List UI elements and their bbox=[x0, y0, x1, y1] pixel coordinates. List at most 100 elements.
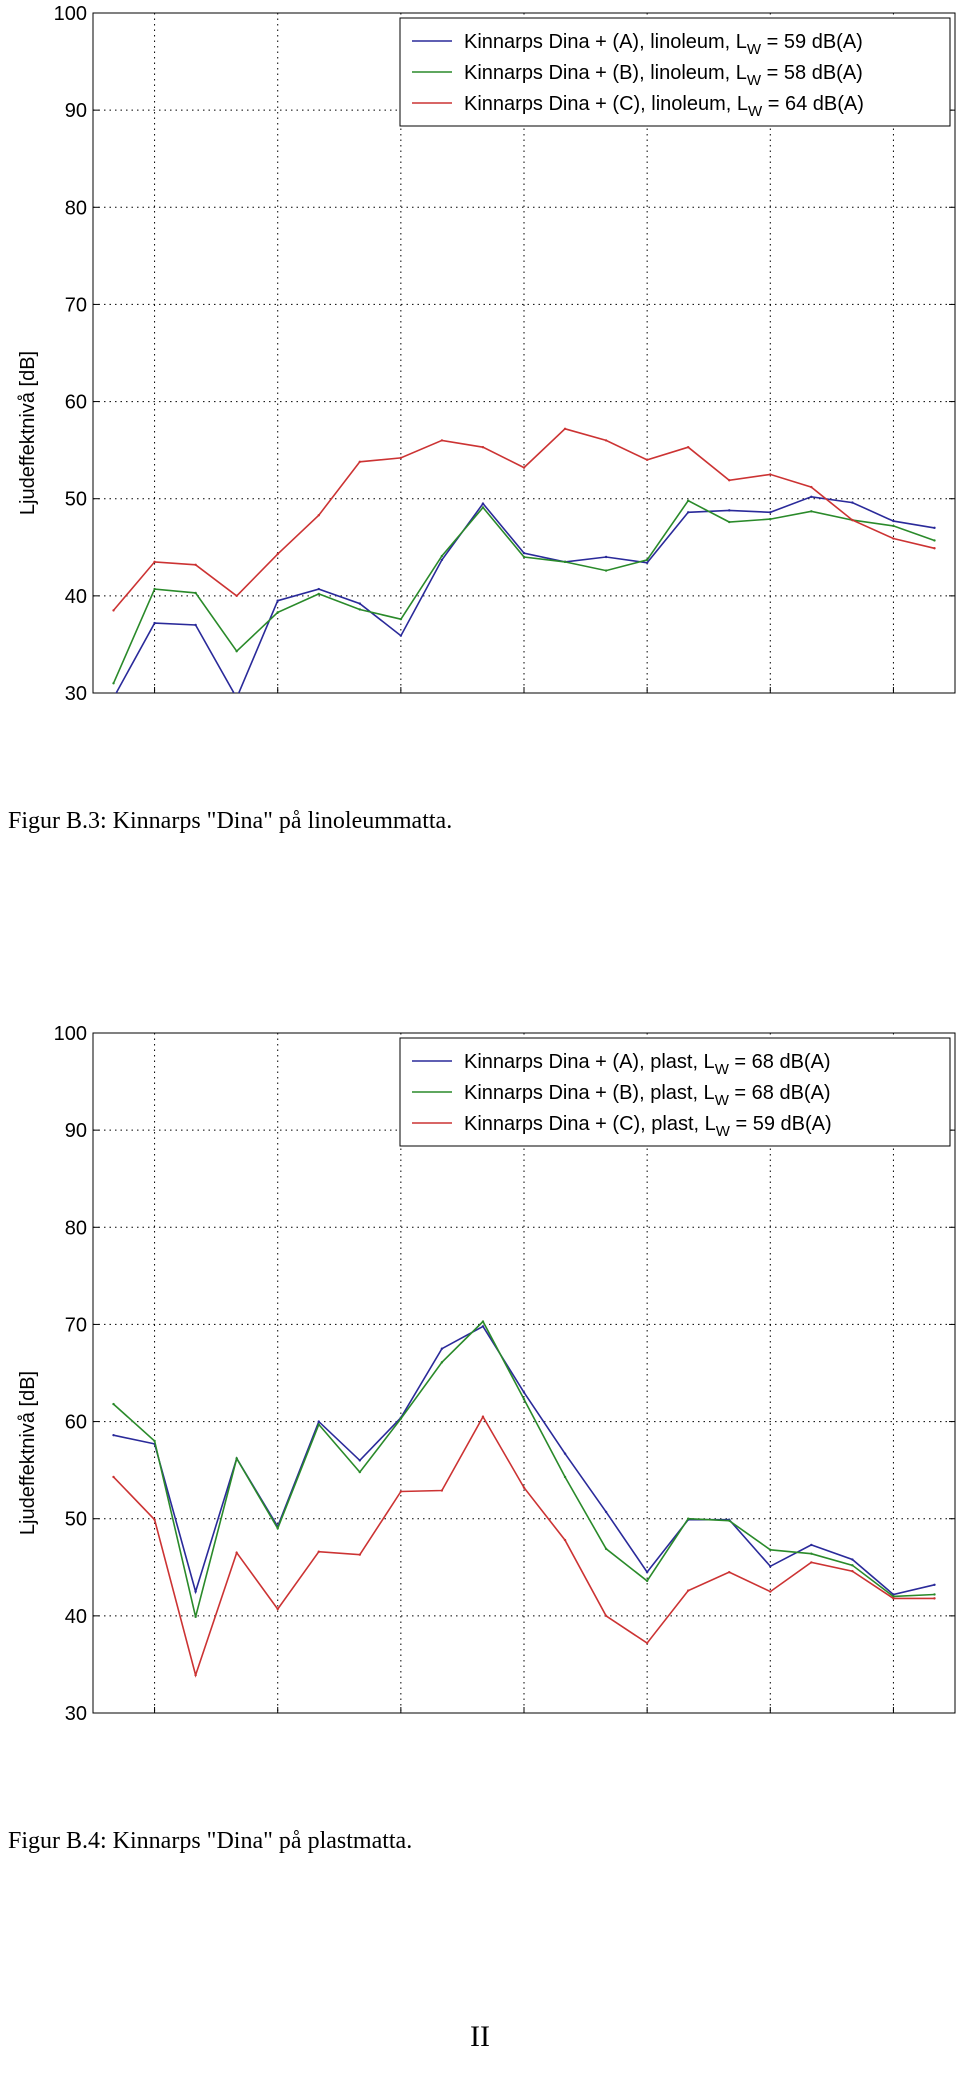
data-point-B bbox=[892, 524, 895, 528]
data-point-B bbox=[851, 1564, 854, 1567]
data-point-C bbox=[194, 1673, 197, 1677]
legend-entry-A: Kinnarps Dina + (A), plast, LW = 68 dB(A… bbox=[464, 1051, 831, 1078]
data-point-A bbox=[276, 599, 279, 602]
data-point-B bbox=[358, 608, 362, 611]
data-point-A bbox=[851, 1558, 854, 1561]
legend-entry-B: Kinnarps Dina + (B), plast, LW = 68 dB(A… bbox=[464, 1082, 831, 1109]
data-point-A bbox=[358, 602, 362, 605]
data-point-C bbox=[728, 479, 731, 482]
data-point-B bbox=[728, 1519, 731, 1522]
data-point-A bbox=[933, 526, 936, 530]
data-point-A bbox=[810, 495, 813, 498]
y-tick-label: 90 bbox=[65, 1120, 87, 1142]
data-point-C bbox=[317, 1550, 320, 1553]
data-point-C bbox=[933, 1597, 936, 1600]
data-point-B bbox=[194, 591, 197, 595]
legend-entry-A: Kinnarps Dina + (A), linoleum, LW = 59 d… bbox=[464, 31, 863, 58]
data-point-C bbox=[851, 518, 854, 522]
data-point-B bbox=[112, 682, 115, 685]
data-point-B bbox=[810, 1552, 813, 1555]
y-axis-label: Ljudeffektnivå [dB] bbox=[17, 1371, 39, 1535]
data-point-C bbox=[810, 1561, 813, 1564]
data-point-C bbox=[810, 485, 813, 489]
data-point-C bbox=[686, 1589, 690, 1592]
data-point-B bbox=[933, 539, 936, 542]
data-point-B bbox=[235, 1457, 238, 1460]
data-point-C bbox=[153, 1518, 156, 1521]
data-point-C bbox=[194, 563, 197, 566]
data-point-B bbox=[645, 1579, 649, 1583]
data-point-C bbox=[933, 547, 936, 550]
data-point-A bbox=[769, 1565, 772, 1568]
data-point-A bbox=[194, 623, 197, 627]
data-point-C bbox=[153, 560, 156, 564]
data-point-C bbox=[276, 552, 279, 556]
data-point-A bbox=[604, 555, 608, 559]
data-point-C bbox=[522, 1486, 526, 1489]
data-point-B bbox=[112, 1402, 115, 1406]
data-point-A bbox=[317, 587, 320, 591]
data-point-B bbox=[645, 558, 649, 562]
data-point-A bbox=[563, 1452, 567, 1455]
data-point-A bbox=[604, 1510, 608, 1514]
y-tick-label: 30 bbox=[65, 683, 87, 700]
chart-svg: 30405060708090100631252505001k2k4kFrekve… bbox=[17, 3, 956, 700]
legend-entry-C: Kinnarps Dina + (C), plast, LW = 59 dB(A… bbox=[464, 1113, 832, 1140]
data-point-C bbox=[235, 1551, 238, 1554]
y-tick-label: 80 bbox=[65, 197, 87, 219]
legend-entry-C: Kinnarps Dina + (C), linoleum, LW = 64 d… bbox=[464, 93, 864, 120]
data-point-C bbox=[604, 1614, 608, 1618]
data-point-B bbox=[440, 554, 444, 558]
data-point-C bbox=[522, 466, 526, 469]
data-point-A bbox=[440, 558, 444, 562]
data-point-B bbox=[769, 1548, 772, 1551]
data-point-C bbox=[769, 473, 772, 476]
chart-linoleum: 30405060708090100631252505001k2k4kFrekve… bbox=[0, 0, 960, 700]
y-tick-label: 50 bbox=[65, 489, 87, 511]
data-point-B bbox=[276, 1527, 279, 1530]
y-tick-label: 70 bbox=[65, 294, 87, 316]
data-point-A bbox=[728, 509, 731, 512]
y-tick-label: 100 bbox=[54, 3, 87, 25]
y-tick-label: 30 bbox=[65, 1703, 87, 1720]
data-point-B bbox=[317, 592, 320, 596]
data-point-C bbox=[892, 537, 895, 540]
data-point-A bbox=[481, 502, 485, 505]
data-point-C bbox=[728, 1570, 731, 1574]
data-point-B bbox=[276, 611, 279, 614]
data-point-C bbox=[399, 456, 403, 460]
y-tick-label: 40 bbox=[65, 1606, 87, 1628]
data-point-C bbox=[112, 609, 115, 612]
data-point-A bbox=[194, 1590, 197, 1593]
page-number: II bbox=[470, 2020, 490, 2053]
y-tick-label: 100 bbox=[54, 1023, 87, 1045]
data-point-B bbox=[604, 1547, 608, 1551]
data-point-B bbox=[358, 1470, 362, 1474]
data-point-B bbox=[481, 506, 485, 509]
data-point-A bbox=[399, 634, 403, 637]
data-point-C bbox=[563, 427, 567, 430]
legend-entry-B: Kinnarps Dina + (B), linoleum, LW = 58 d… bbox=[464, 62, 863, 89]
data-point-C bbox=[276, 1607, 279, 1611]
data-point-B bbox=[399, 1417, 403, 1420]
figure-caption-b4: Figur B.4: Kinnarps "Dina" på plastmatta… bbox=[8, 1828, 413, 1854]
data-point-A bbox=[769, 511, 772, 514]
data-point-A bbox=[933, 1583, 936, 1586]
data-point-A bbox=[112, 697, 114, 699]
data-point-C bbox=[112, 1475, 115, 1479]
data-point-C bbox=[440, 439, 444, 442]
data-point-C bbox=[235, 594, 238, 598]
data-point-C bbox=[769, 1590, 772, 1593]
data-point-B bbox=[522, 1398, 526, 1401]
data-point-C bbox=[645, 458, 649, 462]
y-tick-label: 90 bbox=[65, 100, 87, 122]
data-point-B bbox=[810, 510, 813, 513]
chart-svg: 30405060708090100631252505001k2k4kFrekve… bbox=[17, 1023, 956, 1720]
data-point-B bbox=[522, 555, 526, 559]
data-point-C bbox=[645, 1641, 649, 1645]
data-point-B bbox=[728, 520, 731, 524]
y-tick-label: 80 bbox=[65, 1217, 87, 1239]
data-point-A bbox=[522, 551, 526, 555]
data-point-C bbox=[892, 1597, 895, 1600]
y-tick-label: 60 bbox=[65, 1412, 87, 1434]
